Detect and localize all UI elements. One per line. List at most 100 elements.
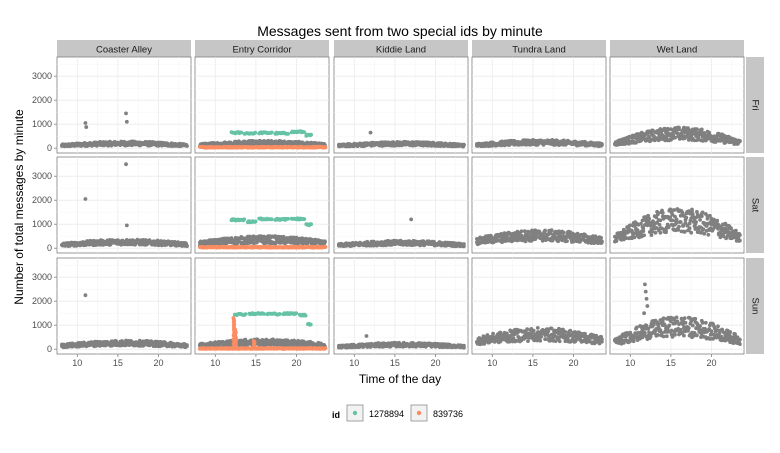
- outlier-point: [124, 111, 128, 116]
- data-point: [549, 228, 554, 233]
- data-point: [656, 211, 660, 215]
- panel-background: [56, 56, 192, 154]
- data-point: [628, 223, 633, 228]
- panel-tundra-land-sat: [471, 156, 607, 254]
- id-1278894-point: [253, 130, 258, 135]
- outlier-point: [83, 121, 88, 125]
- id-839736-point: [323, 145, 328, 150]
- data-point: [699, 214, 704, 219]
- data-point: [599, 236, 603, 240]
- data-point: [565, 239, 569, 244]
- data-point: [185, 343, 189, 347]
- data-point: [678, 220, 683, 224]
- id-1278894-point: [239, 130, 244, 135]
- id-1278894-point: [302, 217, 307, 222]
- id-1278894-point: [269, 217, 274, 222]
- panel-entry-corridor-sun: [194, 257, 330, 355]
- panel-kiddie-land-fri: [333, 56, 469, 154]
- id-1278894-point: [269, 130, 274, 135]
- data-point: [185, 244, 189, 249]
- data-point: [323, 239, 327, 244]
- data-point: [707, 130, 711, 135]
- strip-sat: [746, 157, 764, 253]
- id-839736-point: [323, 346, 328, 350]
- data-point: [689, 230, 694, 235]
- data-point: [687, 226, 692, 231]
- facet-panels: Coaster Alley Entry Corridor Kiddie Land Tu…: [56, 40, 764, 355]
- data-point: [664, 230, 668, 235]
- data-point: [649, 233, 654, 238]
- outlier-point: [124, 119, 129, 124]
- id-1278894-point: [294, 311, 299, 316]
- strip-label: Fri: [749, 99, 760, 110]
- panel-wet-land-fri: [609, 56, 745, 154]
- panel-kiddie-land-sun: [333, 257, 469, 355]
- data-point: [682, 230, 687, 234]
- data-point: [674, 221, 679, 225]
- outlier-point: [83, 293, 88, 298]
- strip-label: Sun: [749, 298, 760, 315]
- panel-entry-corridor-sat: [194, 156, 330, 254]
- strip-label: Wet Land: [657, 45, 698, 56]
- data-point: [701, 227, 706, 232]
- data-point: [705, 216, 710, 221]
- data-point: [634, 140, 638, 145]
- data-point: [738, 238, 742, 243]
- id-1278894-point: [278, 312, 282, 316]
- id-839736-point: [251, 339, 256, 343]
- strip-label: Entry Corridor: [232, 45, 291, 56]
- strip-label: Kiddie Land: [376, 45, 426, 56]
- data-point: [627, 134, 632, 139]
- data-point: [738, 139, 742, 143]
- data-point: [694, 220, 698, 224]
- data-point: [462, 143, 466, 148]
- id-1278894-point: [242, 217, 247, 222]
- data-point: [600, 143, 604, 147]
- outlier-point: [83, 197, 88, 201]
- strip-label: Coaster Alley: [96, 45, 152, 56]
- id-1278894-point: [243, 312, 248, 316]
- data-point: [522, 229, 527, 234]
- id-839736-point: [233, 327, 238, 332]
- panel-kiddie-land-sat: [333, 156, 469, 254]
- id-1278894-point: [302, 130, 307, 135]
- outlier-point: [84, 125, 89, 129]
- strip-sun: [746, 258, 764, 354]
- data-point: [715, 218, 720, 223]
- data-point: [734, 228, 738, 233]
- chart-title: Messages sent from two special ids by mi…: [257, 23, 543, 39]
- data-point: [185, 144, 189, 148]
- panel-tundra-land-fri: [471, 56, 607, 154]
- data-point: [647, 217, 651, 221]
- panel-entry-corridor-fri: [194, 56, 330, 154]
- data-point: [706, 232, 711, 237]
- data-point: [677, 224, 681, 229]
- strip-label: Sat: [749, 198, 760, 213]
- data-point: [653, 230, 658, 235]
- panel-coaster-alley-fri: [56, 56, 192, 154]
- outlier-point: [409, 217, 414, 222]
- panel-background: [471, 56, 607, 154]
- strip-tundra-land: [472, 40, 606, 58]
- data-point: [738, 233, 742, 237]
- data-point: [676, 228, 681, 232]
- id-1278894-point: [308, 322, 313, 327]
- strip-fri: [746, 57, 764, 153]
- data-point: [600, 240, 604, 245]
- data-point: [650, 229, 655, 234]
- data-point: [543, 228, 547, 233]
- outlier-point: [368, 130, 373, 135]
- data-point: [642, 233, 646, 238]
- id-1278894-point: [286, 216, 290, 221]
- strip-kiddie-land: [334, 40, 468, 58]
- id-1278894-point: [303, 313, 308, 318]
- panel-coaster-alley-sun: [56, 257, 192, 355]
- data-point: [690, 207, 694, 212]
- data-point: [698, 218, 702, 222]
- data-point: [657, 222, 662, 227]
- outlier-point: [124, 223, 129, 228]
- panel-coaster-alley-sat: [56, 156, 192, 254]
- id-1278894-point: [253, 219, 258, 224]
- strip-coaster-alley: [57, 40, 191, 58]
- data-point: [660, 210, 665, 215]
